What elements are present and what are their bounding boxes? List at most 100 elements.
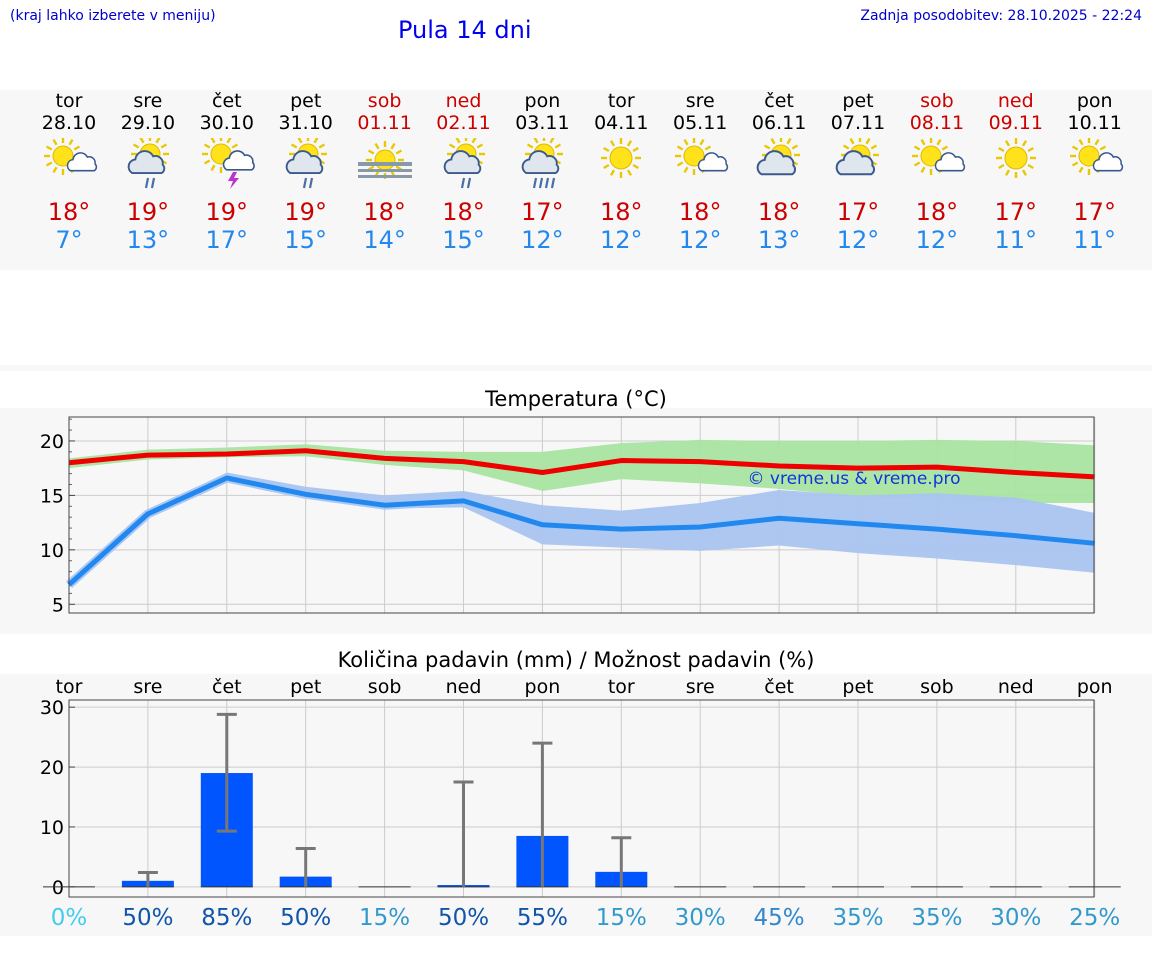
max-temp-line xyxy=(68,448,1095,480)
day-name: ned xyxy=(445,90,482,112)
temp-min: 14° xyxy=(363,226,406,254)
x-tick-label: tor xyxy=(56,676,83,698)
temp-min: 15° xyxy=(284,226,327,254)
sun-thunder-icon xyxy=(197,135,257,194)
y-tick-label: 0 xyxy=(52,877,64,899)
temp-max: 17° xyxy=(994,198,1038,226)
x-tick-label: čet xyxy=(212,676,242,698)
y-tick-label: 15 xyxy=(40,485,64,507)
temp-max: 18° xyxy=(47,198,91,226)
day-date: 28.10 xyxy=(41,112,97,134)
temp-min: 11° xyxy=(1073,226,1116,254)
day-name: sob xyxy=(367,90,402,112)
temp-max: 19° xyxy=(205,198,249,226)
precip-chart-title: Količina padavin (mm) / Možnost padavin … xyxy=(337,648,815,672)
sun-cloud-icon xyxy=(1065,137,1125,194)
x-tick-label: pet xyxy=(290,676,321,698)
precip-probability: 35% xyxy=(832,905,884,931)
x-tick-label: tor xyxy=(608,676,635,698)
day-name: sre xyxy=(133,90,163,112)
day-date: 06.11 xyxy=(751,112,807,134)
plot-frame xyxy=(68,416,1095,614)
precip-probability: 85% xyxy=(201,905,253,931)
day-date: 09.11 xyxy=(988,112,1043,134)
day-date: 31.10 xyxy=(278,112,333,134)
temp-max: 18° xyxy=(600,198,643,226)
forecast-band xyxy=(0,90,1152,270)
day-name: pet xyxy=(842,90,874,112)
divider xyxy=(0,365,1152,371)
temp-min: 12° xyxy=(915,226,959,254)
precip-probability: 15% xyxy=(595,905,647,931)
x-tick-label: sre xyxy=(686,676,715,698)
temp-min: 11° xyxy=(994,226,1038,254)
temp-min: 13° xyxy=(757,226,801,254)
x-tick-label: pet xyxy=(842,676,873,698)
precip-probability: 55% xyxy=(516,905,568,931)
precip-probability: 30% xyxy=(674,905,726,931)
y-tick-label: 10 xyxy=(40,540,64,562)
temp-chart-title: Temperatura (°C) xyxy=(485,387,667,411)
day-name: ned xyxy=(997,90,1034,112)
temp-max: 18° xyxy=(915,198,959,226)
temp-max: 19° xyxy=(284,198,327,226)
sun-big-cloud-icon xyxy=(749,136,809,194)
sun-icon xyxy=(591,138,651,194)
precip-probability: 25% xyxy=(1069,905,1121,931)
day-name: sre xyxy=(685,90,715,112)
sun-cloud-rain-icon xyxy=(276,135,336,194)
day-date: 04.11 xyxy=(594,112,649,134)
temp-max: 18° xyxy=(678,198,722,226)
precip-probability: 30% xyxy=(990,905,1042,931)
location-hint: (kraj lahko izberete v meniju) xyxy=(10,8,216,24)
day-date: 30.10 xyxy=(199,112,254,134)
y-tick-label: 30 xyxy=(40,697,64,719)
x-tick-label: ned xyxy=(998,676,1034,698)
temp-max: 18° xyxy=(363,198,406,226)
precip-probability: 0% xyxy=(50,905,88,931)
day-date: 08.11 xyxy=(909,112,965,134)
precip-probability: 35% xyxy=(911,905,963,931)
day-date: 01.11 xyxy=(357,112,412,134)
day-name: pet xyxy=(290,90,322,112)
temp-min: 15° xyxy=(442,226,485,254)
day-date: 03.11 xyxy=(515,112,570,134)
temp-max: 17° xyxy=(836,198,880,226)
x-tick-label: pon xyxy=(525,676,561,698)
day-name: tor xyxy=(607,90,635,112)
sun-cloud-icon xyxy=(39,137,99,194)
day-name: čet xyxy=(212,90,242,112)
watermark: © vreme.us & vreme.pro xyxy=(747,469,960,489)
day-date: 10.11 xyxy=(1067,112,1122,134)
sun-cloud-heavy-rain-icon xyxy=(512,135,572,194)
day-date: 07.11 xyxy=(830,112,886,134)
x-tick-label: sre xyxy=(133,676,162,698)
sun-icon xyxy=(986,138,1046,194)
temp-min: 7° xyxy=(55,226,83,254)
temp-min: 12° xyxy=(836,226,880,254)
day-date: 05.11 xyxy=(672,112,728,134)
x-tick-label: pon xyxy=(1077,676,1113,698)
temp-max: 18° xyxy=(442,198,485,226)
max-temp-band xyxy=(69,439,1095,504)
day-name: tor xyxy=(55,90,83,112)
day-name: čet xyxy=(764,90,794,112)
x-tick-label: sob xyxy=(368,676,402,698)
temp-min: 12° xyxy=(678,226,722,254)
temp-max: 17° xyxy=(1073,198,1116,226)
sun-big-cloud-icon xyxy=(828,136,888,194)
y-tick-label: 10 xyxy=(40,817,64,839)
day-date: 29.10 xyxy=(120,112,176,134)
sun-cloud-icon xyxy=(907,137,967,194)
temp-max: 18° xyxy=(757,198,801,226)
precip-probability: 50% xyxy=(280,905,332,931)
precip-probability: 50% xyxy=(122,905,174,931)
day-date: 02.11 xyxy=(436,112,491,134)
sun-cloud-rain-icon xyxy=(118,135,178,194)
x-tick-label: ned xyxy=(446,676,482,698)
day-name: pon xyxy=(524,90,561,112)
temp-min: 12° xyxy=(600,226,643,254)
last-update: Zadnja posodobitev: 28.10.2025 - 22:24 xyxy=(860,8,1142,24)
day-name: sob xyxy=(920,90,954,112)
day-name: pon xyxy=(1076,90,1113,112)
